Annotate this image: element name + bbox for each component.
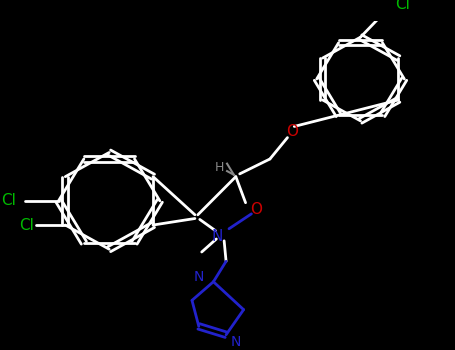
Text: O: O [250, 202, 262, 217]
Text: H: H [215, 161, 224, 174]
Text: O: O [286, 124, 298, 139]
Text: Cl: Cl [1, 193, 15, 208]
Text: N: N [193, 270, 204, 284]
Text: N: N [212, 229, 223, 244]
Text: N: N [231, 335, 241, 349]
Text: Cl: Cl [395, 0, 410, 12]
Text: Cl: Cl [19, 217, 34, 232]
